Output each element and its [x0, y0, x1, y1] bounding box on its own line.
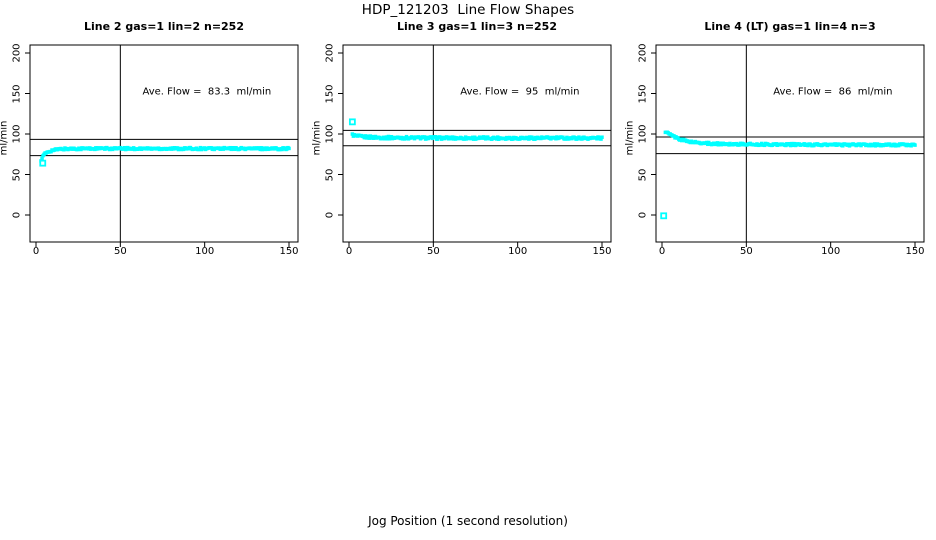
x-tick-label: 100: [821, 246, 841, 257]
data-series: [350, 132, 604, 142]
panel-1: [25, 44, 299, 247]
y-axis-unit-label: ml/min: [311, 120, 323, 156]
y-tick-label: 0: [11, 211, 23, 219]
y-tick-label: 150: [11, 83, 23, 104]
outlier-point: [39, 159, 47, 167]
y-tick-label: 200: [324, 43, 336, 63]
panel-title: Line 4 (LT) gas=1 lin=4 n=3: [704, 20, 876, 33]
y-axis-unit-label: ml/min: [0, 120, 10, 156]
x-tick-label: 150: [905, 246, 925, 257]
ave-flow-annotation: Ave. Flow = 86 ml/min: [773, 86, 893, 98]
data-series: [39, 145, 291, 163]
y-tick-label: 100: [637, 124, 649, 144]
y-tick-label: 150: [637, 83, 649, 104]
x-tick-label: 150: [279, 246, 299, 257]
x-tick-label: 50: [113, 246, 127, 257]
axis-box: [29, 44, 299, 243]
y-tick-label: 150: [324, 83, 336, 104]
axis-box: [342, 44, 612, 243]
axis-box: [655, 44, 925, 243]
outlier-point: [660, 212, 668, 220]
outlier-point: [348, 118, 356, 126]
y-tick-label: 100: [11, 124, 23, 144]
y-axis-unit-label: ml/min: [624, 120, 636, 156]
y-tick-label: 50: [637, 168, 649, 181]
x-tick-label: 50: [739, 246, 753, 257]
x-tick-label: 50: [426, 246, 440, 257]
y-tick-label: 200: [637, 43, 649, 63]
x-tick-label: 0: [658, 246, 666, 257]
x-tick-label: 0: [345, 246, 353, 257]
ave-flow-annotation: Ave. Flow = 83.3 ml/min: [142, 86, 272, 98]
x-tick-label: 100: [195, 246, 215, 257]
data-series: [663, 130, 917, 148]
ave-flow-annotation: Ave. Flow = 95 ml/min: [460, 86, 580, 98]
y-tick-label: 100: [324, 124, 336, 144]
panel-title: Line 3 gas=1 lin=3 n=252: [396, 20, 557, 33]
y-tick-label: 50: [11, 168, 23, 181]
y-tick-label: 200: [11, 43, 23, 63]
y-tick-label: 0: [637, 211, 649, 219]
x-tick-label: 150: [592, 246, 612, 257]
x-tick-label: 100: [508, 246, 528, 257]
panel-2: [338, 44, 612, 247]
y-tick-label: 50: [324, 168, 336, 181]
x-axis-label: Jog Position (1 second resolution): [368, 514, 568, 528]
y-tick-label: 0: [324, 211, 336, 219]
x-tick-label: 0: [32, 246, 40, 257]
figure-title: HDP_121203 Line Flow Shapes: [361, 2, 575, 18]
panel-title: Line 2 gas=1 lin=2 n=252: [83, 20, 244, 33]
panel-3: [651, 44, 925, 247]
